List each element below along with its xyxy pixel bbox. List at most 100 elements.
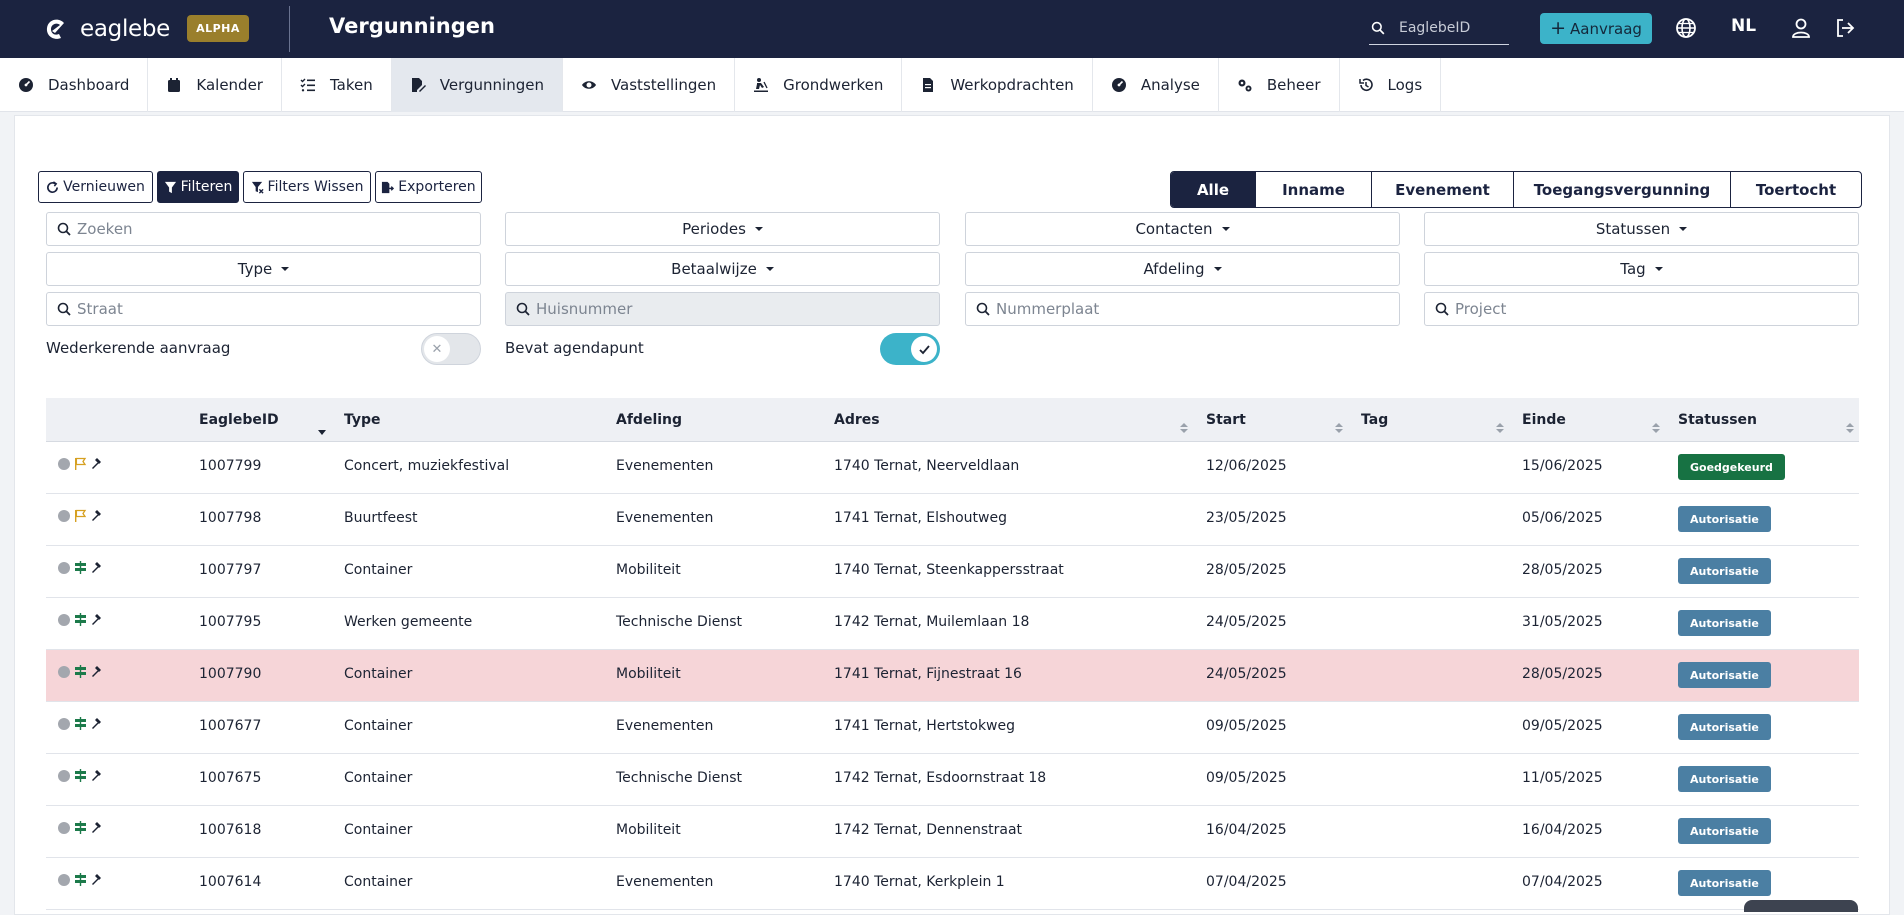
column-tag[interactable]: Tag — [1361, 412, 1389, 428]
alpha-badge: ALPHA — [187, 15, 249, 42]
clear-filters-button[interactable]: Filters Wissen — [243, 171, 371, 203]
document-icon — [923, 78, 934, 92]
license-plate-input[interactable] — [996, 300, 1377, 318]
sort-icon[interactable] — [1496, 422, 1504, 434]
agenda-item-toggle[interactable] — [880, 333, 940, 365]
eaglebeid-search-input[interactable] — [1399, 19, 1509, 36]
nav-dashboard[interactable]: Dashboard — [0, 58, 149, 112]
cell-eaglebeid[interactable]: 1007799 — [199, 458, 262, 474]
contacts-dropdown[interactable]: Contacten — [965, 212, 1400, 246]
new-request-button[interactable]: + Aanvraag — [1540, 13, 1652, 44]
cell-start: 12/06/2025 — [1206, 458, 1287, 474]
sort-icon[interactable] — [1652, 422, 1660, 434]
filter-button[interactable]: Filteren — [157, 171, 239, 203]
cell-type: Container — [344, 718, 413, 734]
street-input[interactable] — [77, 300, 458, 318]
cell-eaglebeid[interactable]: 1007614 — [199, 874, 262, 890]
cell-afdeling: Mobiliteit — [616, 822, 681, 838]
nav-analyse[interactable]: Analyse — [1093, 58, 1219, 112]
refresh-button[interactable]: Vernieuwen — [38, 171, 153, 203]
cell-eaglebeid[interactable]: 1007790 — [199, 666, 262, 682]
status-badge: Autorisatie — [1678, 714, 1771, 740]
nav-grondwerken[interactable]: Grondwerken — [735, 58, 903, 112]
language-selector[interactable]: NL — [1731, 16, 1757, 36]
cell-eaglebeid[interactable]: 1007795 — [199, 614, 262, 630]
table-row[interactable]: 1007798 Buurtfeest Evenementen 1741 Ternat,… — [46, 494, 1859, 546]
caret-down-icon — [1679, 227, 1688, 231]
cell-eaglebeid[interactable]: 1007675 — [199, 770, 262, 786]
search-input[interactable] — [77, 220, 458, 238]
nav-vergunningen[interactable]: Vergunningen — [391, 58, 563, 112]
cell-eaglebeid[interactable]: 1007797 — [199, 562, 262, 578]
nav-taken[interactable]: Taken — [282, 58, 392, 112]
category-evenement[interactable]: Evenement — [1371, 172, 1513, 207]
cell-einde: 28/05/2025 — [1522, 666, 1603, 682]
table-row[interactable]: 1007614 Container Evenementen 1740 Ternat, … — [46, 858, 1859, 910]
logo[interactable]: eaglebe — [42, 14, 170, 44]
signpost-icon — [75, 873, 86, 886]
column-einde[interactable]: Einde — [1522, 412, 1566, 428]
cell-type: Container — [344, 770, 413, 786]
nav-werkopdrachten[interactable]: Werkopdrachten — [902, 58, 1093, 112]
status-badge: Autorisatie — [1678, 662, 1771, 688]
column-statussen[interactable]: Statussen — [1678, 412, 1758, 428]
column-adres[interactable]: Adres — [834, 412, 880, 428]
row-indicators — [58, 873, 104, 886]
category-alle[interactable]: Alle — [1171, 172, 1255, 207]
nav-logs[interactable]: Logs — [1340, 58, 1442, 112]
table-row[interactable]: 1007790 Container Mobiliteit 1741 Ternat, F… — [46, 650, 1859, 702]
tag-dropdown[interactable]: Tag — [1424, 252, 1859, 286]
sort-desc-icon[interactable] — [318, 426, 326, 438]
export-button[interactable]: Exporteren — [375, 171, 482, 203]
cell-eaglebeid[interactable]: 1007618 — [199, 822, 262, 838]
statuses-dropdown[interactable]: Statussen — [1424, 212, 1859, 246]
category-toertocht[interactable]: Toertocht — [1730, 172, 1861, 207]
cell-type: Werken gemeente — [344, 614, 473, 630]
table-row[interactable]: 1007795 Werken gemeente Technische Dienst 1… — [46, 598, 1859, 650]
cell-eaglebeid[interactable]: 1007798 — [199, 510, 262, 526]
table-row[interactable]: 1007799 Concert, muziekfestival Evenemente… — [46, 442, 1859, 494]
project-input[interactable] — [1455, 300, 1836, 318]
nav-beheer[interactable]: Beheer — [1219, 58, 1340, 112]
logout-icon[interactable] — [1833, 16, 1857, 40]
column-afdeling[interactable]: Afdeling — [616, 412, 683, 428]
nav-vaststellingen[interactable]: Vaststellingen — [563, 58, 736, 112]
street-field — [46, 292, 481, 326]
sort-icon[interactable] — [1846, 422, 1854, 434]
payment-dropdown[interactable]: Betaalwijze — [505, 252, 940, 286]
periods-dropdown[interactable]: Periodes — [505, 212, 940, 246]
page-title: Vergunningen — [329, 14, 495, 38]
cell-adres: 1741 Ternat, Elshoutweg — [834, 510, 1007, 526]
house-number-input[interactable] — [536, 300, 917, 318]
sort-icon[interactable] — [1335, 422, 1343, 434]
recurring-request-toggle[interactable]: ✕ — [421, 333, 481, 365]
column-eaglebeid[interactable]: EaglebeID — [199, 412, 279, 428]
column-start[interactable]: Start — [1206, 412, 1246, 428]
floating-widget[interactable] — [1744, 900, 1858, 912]
category-inname[interactable]: Inname — [1255, 172, 1371, 207]
cell-start: 24/05/2025 — [1206, 614, 1287, 630]
table-row[interactable]: 1007675 Container Technische Dienst 1742 Te… — [46, 754, 1859, 806]
top-bar: eaglebe ALPHA Vergunningen + Aanvraag NL — [0, 0, 1904, 58]
nav-kalender[interactable]: Kalender — [148, 58, 282, 112]
signpost-icon — [75, 717, 86, 730]
user-icon[interactable] — [1789, 16, 1813, 40]
check-icon — [911, 336, 937, 362]
cell-adres: 1742 Ternat, Dennenstraat — [834, 822, 1023, 838]
cell-einde: 07/04/2025 — [1522, 874, 1603, 890]
table-row[interactable]: 1007677 Container Evenementen 1741 Ternat, … — [46, 702, 1859, 754]
cell-adres: 1740 Ternat, Kerkplein 1 — [834, 874, 1005, 890]
table-row[interactable]: 1007797 Container Mobiliteit 1740 Ternat, S… — [46, 546, 1859, 598]
type-dropdown[interactable]: Type — [46, 252, 481, 286]
gavel-icon — [92, 458, 101, 469]
department-dropdown[interactable]: Afdeling — [965, 252, 1400, 286]
status-badge: Goedgekeurd — [1678, 454, 1785, 480]
cell-eaglebeid[interactable]: 1007677 — [199, 718, 262, 734]
table-row[interactable]: 1007618 Container Mobiliteit 1742 Ternat, D… — [46, 806, 1859, 858]
file-signature-icon — [411, 78, 426, 92]
column-type[interactable]: Type — [344, 412, 381, 428]
sort-icon[interactable] — [1180, 422, 1188, 434]
category-toegangsvergunning[interactable]: Toegangsvergunning — [1513, 172, 1730, 207]
row-indicators — [58, 717, 104, 730]
globe-icon[interactable] — [1674, 16, 1698, 40]
